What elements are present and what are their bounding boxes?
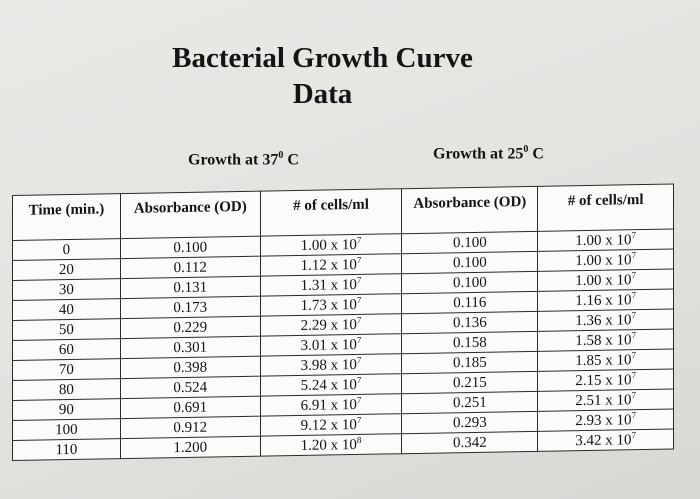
header-absorbance-37: Absorbance (OD) (120, 191, 261, 239)
absorbance-25-cell: 0.136 (401, 311, 538, 334)
page-title: Bacterial Growth Curve Data (140, 40, 505, 112)
cells-25-cell: 1.36 x 107 (537, 308, 674, 332)
cells-37-cell: 5.24 x 107 (260, 373, 402, 397)
header-cells-25: # of cells/ml (537, 183, 674, 232)
absorbance-37-cell: 0.173 (120, 296, 261, 319)
absorbance-37-cell: 0.112 (120, 256, 261, 279)
absorbance-37-cell: 0.131 (120, 276, 261, 299)
cells-25-cell: 1.16 x 107 (537, 288, 674, 312)
cells-37-cell: 2.29 x 107 (260, 313, 402, 337)
absorbance-25-cell: 0.100 (401, 271, 538, 294)
absorbance-25-cell: 0.251 (401, 391, 538, 414)
time-cell: 0 (12, 238, 121, 261)
condition-37-label: Growth at 370 C (188, 150, 299, 169)
time-cell: 90 (12, 398, 121, 421)
absorbance-25-cell: 0.215 (401, 371, 538, 394)
cells-25-cell: 3.42 x 107 (537, 428, 674, 452)
absorbance-25-cell: 0.342 (401, 431, 538, 454)
time-cell: 80 (12, 378, 121, 401)
time-cell: 60 (12, 338, 121, 361)
cells-37-cell: 1.73 x 107 (260, 293, 402, 317)
cells-37-cell: 3.98 x 107 (260, 353, 402, 377)
time-cell: 110 (12, 438, 121, 461)
cells-25-cell: 2.93 x 107 (537, 408, 674, 432)
absorbance-37-cell: 0.912 (120, 416, 261, 439)
cells-25-cell: 2.51 x 107 (537, 388, 674, 412)
cells-37-cell: 6.91 x 107 (260, 393, 402, 417)
absorbance-37-cell: 0.691 (120, 396, 261, 419)
cells-25-cell: 1.58 x 107 (537, 328, 674, 352)
cells-25-cell: 2.15 x 107 (537, 368, 674, 392)
absorbance-25-cell: 0.116 (401, 291, 538, 314)
condition-25-label: Growth at 250 C (433, 144, 544, 163)
absorbance-25-cell: 0.158 (401, 331, 538, 354)
absorbance-25-cell: 0.293 (401, 411, 538, 434)
absorbance-25-cell: 0.100 (401, 231, 538, 254)
cells-25-cell: 1.00 x 107 (537, 268, 674, 292)
absorbance-37-cell: 0.524 (120, 376, 261, 399)
cells-25-cell: 1.00 x 107 (537, 248, 674, 272)
time-cell: 40 (12, 298, 121, 321)
cells-37-cell: 3.01 x 107 (260, 333, 402, 357)
header-absorbance-25: Absorbance (OD) (401, 186, 538, 234)
time-cell: 30 (12, 278, 121, 301)
cells-25-cell: 1.00 x 107 (537, 228, 674, 252)
cells-25-cell: 1.85 x 107 (537, 348, 674, 372)
growth-data-table-wrapper: Time (min.) Absorbance (OD) # of cells/m… (12, 183, 674, 461)
growth-data-table: Time (min.) Absorbance (OD) # of cells/m… (12, 183, 674, 461)
absorbance-37-cell: 1.200 (120, 436, 261, 459)
title-line-2: Data (292, 78, 353, 110)
time-cell: 70 (12, 358, 121, 381)
time-cell: 20 (12, 258, 121, 281)
absorbance-25-cell: 0.185 (401, 351, 538, 374)
absorbance-37-cell: 0.398 (120, 356, 261, 379)
cells-37-cell: 1.12 x 107 (260, 253, 402, 277)
absorbance-37-cell: 0.229 (120, 316, 261, 339)
header-time: Time (min.) (12, 193, 121, 241)
time-cell: 100 (12, 418, 121, 441)
cells-37-cell: 1.20 x 108 (260, 433, 402, 457)
absorbance-37-cell: 0.100 (120, 236, 261, 259)
absorbance-25-cell: 0.100 (401, 251, 538, 274)
time-cell: 50 (12, 318, 121, 341)
absorbance-37-cell: 0.301 (120, 336, 261, 359)
cells-37-cell: 9.12 x 107 (260, 413, 402, 437)
title-line-1: Bacterial Growth Curve (172, 42, 473, 74)
cells-37-cell: 1.31 x 107 (260, 273, 402, 297)
header-cells-37: # of cells/ml (260, 188, 402, 237)
cells-37-cell: 1.00 x 107 (260, 233, 402, 257)
